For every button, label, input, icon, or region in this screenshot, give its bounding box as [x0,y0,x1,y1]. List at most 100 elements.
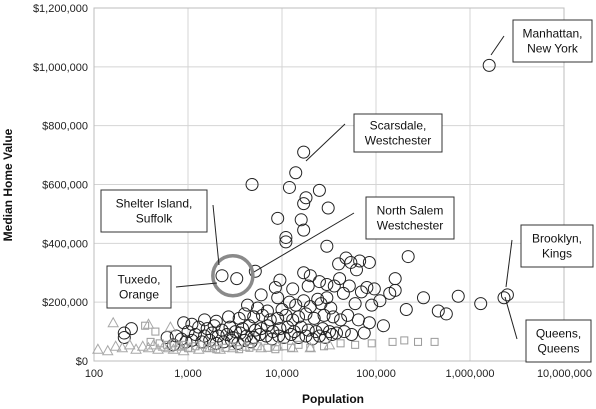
data-point-triangle [323,338,336,350]
callout-leader-line [175,282,218,288]
data-point-circle [307,311,321,325]
data-point-circle [332,257,346,271]
data-point-circle [198,329,212,343]
data-point-triangle [123,338,136,350]
data-point-circle [317,308,331,322]
grid [93,7,565,362]
data-point-circle [203,333,217,347]
data-point-square [414,337,423,346]
data-point-circle [362,255,376,269]
data-point-triangle [184,341,196,353]
data-point-circle [416,291,430,305]
data-point-circle [271,311,285,325]
x-tick-labels: 100 1,000 10,000 100,000 1,000,000 10,000,000 [85,368,592,380]
data-point-circle [341,308,355,322]
data-point-circle [217,335,231,349]
data-point-triangle [152,343,164,354]
data-point-circle [117,326,131,340]
y-tick-label: $1,200,000 [33,3,88,15]
callout-label: Scarsdale, [370,119,427,133]
data-point-circle [353,254,367,268]
data-point-triangle [157,340,170,351]
y-tick-label: $0 [76,356,88,368]
data-point-triangle [192,343,205,354]
data-point-triangle [226,341,239,353]
data-point-circle [233,326,247,340]
data-point-circle [294,213,308,227]
x-tick-label: 1,000,000 [446,368,495,380]
data-point-circle [253,328,267,342]
data-point-circle [373,294,387,308]
callout-box [525,319,592,363]
data-point-circle [279,230,293,244]
callout-label: Brooklyn, [532,232,582,246]
data-point-circle [376,319,390,333]
data-point-square [141,321,150,330]
data-point-circle [268,280,282,294]
callout-annotations: Manhattan,New YorkScarsdale,WestchesterS… [100,19,594,363]
callout-label: Shelter Island, [116,197,193,211]
data-point-circle [301,279,315,293]
data-point-circle [348,297,362,311]
data-point-circle [349,263,363,277]
callout-label: Queens, [536,327,581,341]
data-point-circle [451,289,465,303]
callout-label: Queens [537,342,579,356]
callout-label: New York [527,42,579,56]
data-point-circle [255,308,269,322]
data-point-triangle [92,343,104,354]
data-point-square [294,340,303,349]
data-point-square [351,340,360,349]
plot-frame [93,7,565,362]
data-point-square [336,339,345,348]
data-point-circle [299,329,313,343]
data-point-circle [238,307,252,321]
data-point-circle [342,279,356,293]
data-point-circle [312,275,326,289]
data-point-square [367,339,376,348]
data-point-circle [247,310,261,324]
data-point-square [151,327,160,336]
data-point-circle [297,197,311,211]
data-point-circle [320,239,334,253]
data-point-circle [301,323,315,337]
x-tick-label: 10,000 [265,368,299,380]
data-point-circle [303,269,317,283]
callout-label: North Salem [377,204,444,218]
data-point-circle [312,183,326,197]
data-point-circle [365,298,379,312]
callout-label: Tuxedo, [118,273,161,287]
data-point-circle [316,322,330,336]
data-point-circle [439,307,453,321]
data-point-circle [326,310,340,324]
data-point-circle [339,251,353,265]
callout-box [106,265,172,309]
data-point-circle [297,223,311,237]
data-point-circle [327,279,341,293]
data-point-square [169,339,178,348]
data-point-circle [333,272,347,286]
data-point-circle [299,307,313,321]
data-point-circle [286,282,300,296]
data-point-circle [383,286,397,300]
data-point-triangle [164,321,177,332]
data-point-circle [299,191,313,205]
data-point-circle [321,201,335,215]
x-axis-title: Population [302,392,364,406]
data-point-triangle [116,341,129,353]
data-point-circle [399,303,413,317]
callout-leader-line [305,123,346,162]
data-point-square [235,345,244,354]
data-point-circle [431,304,445,318]
data-point-circle [271,291,285,305]
data-point-circle [351,313,365,327]
callout-label: Orange [119,288,159,302]
data-point-circle [117,330,131,344]
data-point-circle [215,269,229,283]
data-point-circle [273,273,287,287]
data-point-circle [254,288,268,302]
data-point-circle [367,282,381,296]
data-point-circle [292,310,306,324]
